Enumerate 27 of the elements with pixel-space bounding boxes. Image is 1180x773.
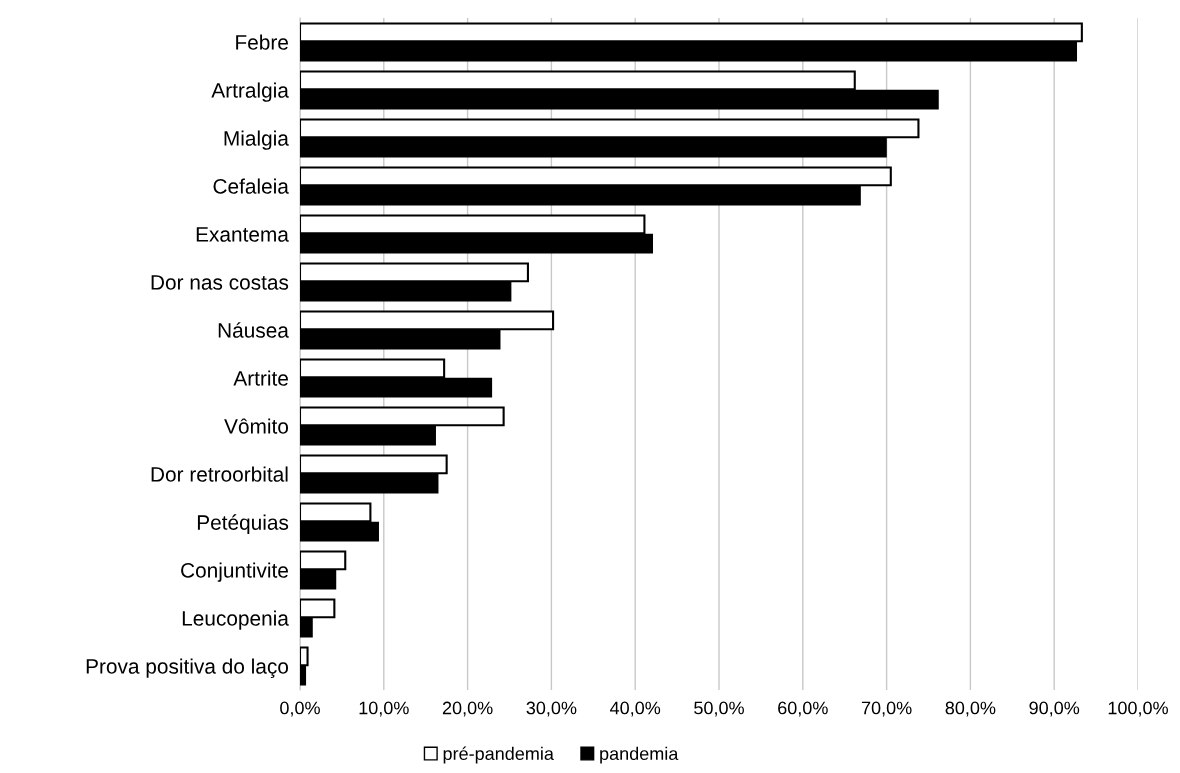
y-tick-label: Artralgia bbox=[211, 82, 289, 102]
x-tick-label: 70,0% bbox=[861, 701, 912, 717]
y-tick-label: Artrite bbox=[233, 370, 288, 386]
x-tick-label: 0,0% bbox=[280, 701, 320, 717]
y-tick-label: Dor nas costas bbox=[151, 275, 289, 290]
y-tick-label: Petéquias bbox=[197, 514, 289, 534]
x-tick-label: 80,0% bbox=[945, 701, 996, 717]
y-tick-label: Conjuntivite bbox=[181, 562, 288, 582]
y-tick-label: Prova positiva do laço bbox=[86, 658, 289, 678]
y-tick-label: Cefaleia bbox=[213, 178, 289, 194]
legend-label: pandemia bbox=[600, 746, 679, 764]
x-tick-label: 30,0% bbox=[526, 701, 577, 717]
x-tick-label: 10,0% bbox=[359, 701, 409, 717]
legend-label: pré-pandemia bbox=[443, 746, 554, 764]
y-tick-label: Vômito bbox=[224, 418, 289, 434]
y-tick-label: Dor retroorbital bbox=[151, 466, 288, 482]
x-tick-label: 40,0% bbox=[610, 701, 661, 717]
x-tick-label: 100,0% bbox=[1108, 701, 1168, 717]
x-tick-label: 60,0% bbox=[778, 701, 828, 717]
y-tick-label: Mialgia bbox=[224, 130, 289, 150]
x-tick-label: 50,0% bbox=[694, 701, 744, 717]
y-tick-label: Exantema bbox=[196, 227, 289, 242]
y-tick-label: Febre bbox=[236, 34, 288, 50]
y-tick-label: Náusea bbox=[218, 322, 289, 338]
y-tick-label: Leucopenia bbox=[182, 610, 289, 630]
x-tick-label: 90,0% bbox=[1029, 701, 1080, 717]
x-tick-label: 20,0% bbox=[442, 701, 493, 717]
